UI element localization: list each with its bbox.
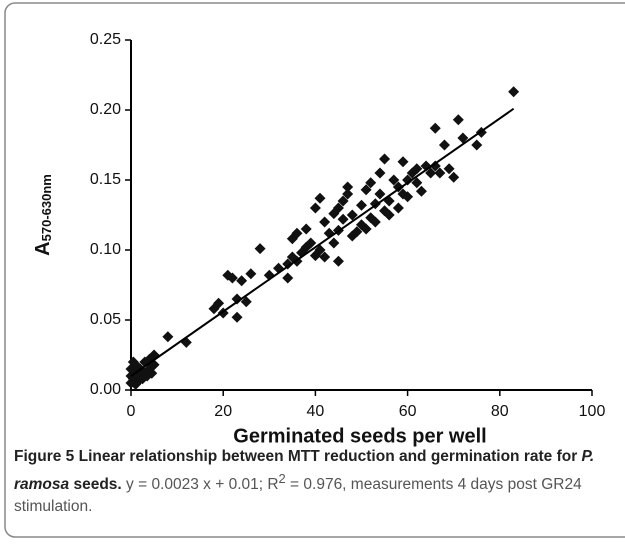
y-tick-label: 0.10	[90, 241, 121, 258]
frame	[4, 2, 625, 538]
y-tick-label: 0.20	[90, 101, 121, 118]
y-tick-label: 0.15	[90, 171, 121, 188]
point	[254, 243, 266, 255]
point	[305, 237, 317, 249]
y-axis-label-sub: 570-630nm	[39, 174, 54, 241]
point	[351, 226, 363, 238]
point	[471, 139, 483, 151]
point	[429, 160, 441, 172]
caption-title: Figure 5 Linear relationship between MTT…	[14, 448, 582, 465]
point	[429, 122, 441, 134]
point	[314, 192, 326, 204]
point	[282, 258, 294, 270]
point	[415, 185, 427, 197]
point	[508, 86, 520, 98]
point	[231, 311, 243, 323]
x-tick-label: 20	[214, 403, 232, 420]
point	[392, 181, 404, 193]
point	[291, 227, 303, 239]
point	[425, 167, 437, 179]
x-tick-label: 80	[491, 403, 509, 420]
point	[452, 114, 464, 126]
y-tick-label: 0.05	[90, 311, 121, 328]
point	[346, 209, 358, 221]
point	[383, 209, 395, 221]
point	[388, 174, 400, 186]
point	[231, 293, 243, 305]
point	[236, 275, 248, 287]
point	[411, 163, 423, 175]
trendline	[130, 107, 515, 377]
point	[130, 378, 142, 390]
point	[146, 367, 158, 379]
point	[356, 199, 367, 211]
point	[332, 255, 344, 267]
x-tick-label: 40	[307, 403, 325, 420]
point	[300, 223, 312, 235]
point	[332, 202, 344, 214]
point	[438, 139, 450, 151]
point	[162, 331, 174, 343]
x-tick-label: 60	[399, 403, 417, 420]
caption-italic: P. ramosa	[14, 448, 595, 494]
caption-sup: 2	[278, 471, 286, 486]
y-axis-label-main: A	[32, 241, 54, 255]
caption-title-end: seeds.	[69, 476, 122, 494]
point	[402, 174, 414, 186]
point	[328, 237, 340, 249]
point	[402, 191, 414, 203]
point	[226, 272, 238, 284]
x-axis-label: Germinated seeds per well	[233, 425, 486, 447]
point	[337, 195, 349, 207]
point	[397, 156, 409, 168]
caption: Figure 5 Linear relationship between MTT…	[14, 446, 614, 518]
point	[365, 177, 377, 189]
point	[379, 153, 391, 165]
x-tick-label: 100	[579, 403, 606, 420]
y-tick-label: 0.25	[90, 31, 121, 48]
caption-species: P. ramosa	[14, 448, 594, 493]
point	[443, 163, 455, 175]
point	[392, 202, 404, 214]
y-tick-label: 0.00	[90, 381, 121, 398]
point	[337, 213, 349, 225]
point	[360, 223, 372, 235]
point	[360, 184, 372, 196]
point	[411, 177, 423, 189]
point	[213, 297, 225, 309]
point	[448, 171, 460, 183]
caption-text: y = 0.0023 x + 0.01; R	[121, 476, 279, 494]
point	[342, 181, 354, 193]
point	[319, 251, 331, 263]
point	[240, 296, 252, 308]
point	[369, 216, 381, 228]
y-axis-label: A570-630nm	[32, 174, 54, 256]
caption-text-end: = 0.976, measurements 4 days post GR24 s…	[14, 476, 582, 516]
point	[127, 356, 139, 368]
x-tick-label: 0	[127, 403, 136, 420]
point	[319, 216, 331, 228]
point	[457, 132, 469, 144]
point	[374, 188, 386, 200]
point	[434, 167, 446, 179]
point	[309, 202, 321, 214]
point	[245, 268, 257, 280]
point	[374, 167, 386, 179]
point	[342, 188, 354, 200]
point	[282, 272, 294, 284]
point	[314, 244, 326, 256]
